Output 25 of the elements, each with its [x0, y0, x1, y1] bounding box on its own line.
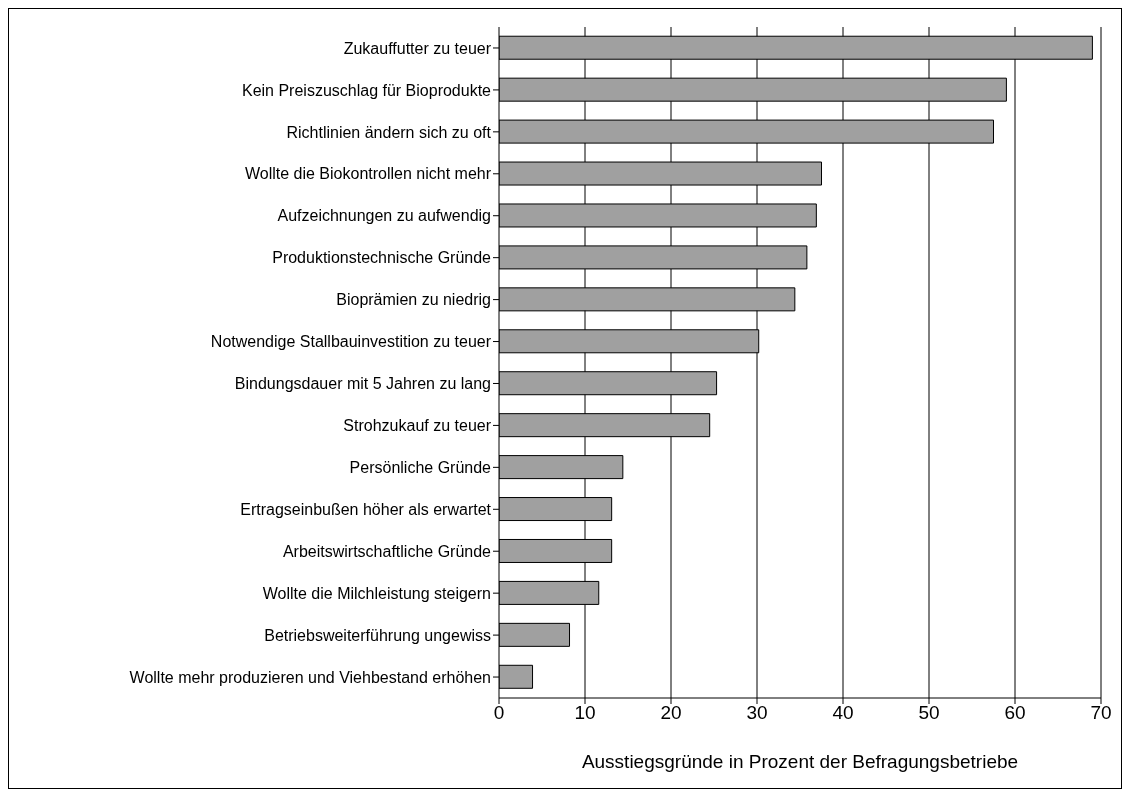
x-tick-label: 10 [574, 702, 596, 724]
y-tick-label: Ertragseinbußen höher als erwartet [240, 500, 492, 518]
y-tick-label: Kein Preiszuschlag für Bioprodukte [241, 81, 492, 99]
y-tick-label: Produktionstechnische Gründe [272, 249, 492, 267]
x-tick-label: 50 [918, 702, 940, 724]
x-tick-label: 20 [660, 702, 682, 724]
y-tick-label: Aufzeichnungen zu aufwendig [277, 207, 491, 225]
x-tick-label: 40 [832, 702, 854, 724]
y-tick-label: Zukauffutter zu teuer [343, 39, 492, 57]
y-tick-label: Wollte die Milchleistung steigern [262, 584, 491, 602]
x-tick-label: 0 [493, 702, 505, 724]
y-tick-label: Persönliche Gründe [349, 459, 492, 477]
x-axis-title: Ausstiegsgründe in Prozent der Befragungsbetriebe [581, 751, 1019, 772]
y-tick-label: Notwendige Stallbauinvestition zu teuer [210, 333, 492, 351]
y-tick-label: Wollte mehr produzieren und Viehbestand erhöhen [129, 668, 491, 686]
x-tick-label: 60 [1004, 702, 1026, 724]
y-tick-label: Arbeitswirtschaftliche Gründe [282, 542, 492, 560]
y-tick-label: Wollte die Biokontrollen nicht mehr [244, 165, 492, 183]
y-tick-label: Strohzukauf zu teuer [343, 417, 492, 435]
y-tick-label: Richtlinien ändern sich zu oft [286, 123, 492, 141]
y-tick-label: Betriebsweiterführung ungewiss [264, 626, 491, 644]
x-tick-label: 70 [1090, 702, 1112, 724]
y-tick-label: Bioprämien zu niedrig [336, 291, 491, 309]
x-tick-label: 30 [746, 702, 768, 724]
y-tick-label: Bindungsdauer mit 5 Jahren zu lang [234, 375, 491, 393]
